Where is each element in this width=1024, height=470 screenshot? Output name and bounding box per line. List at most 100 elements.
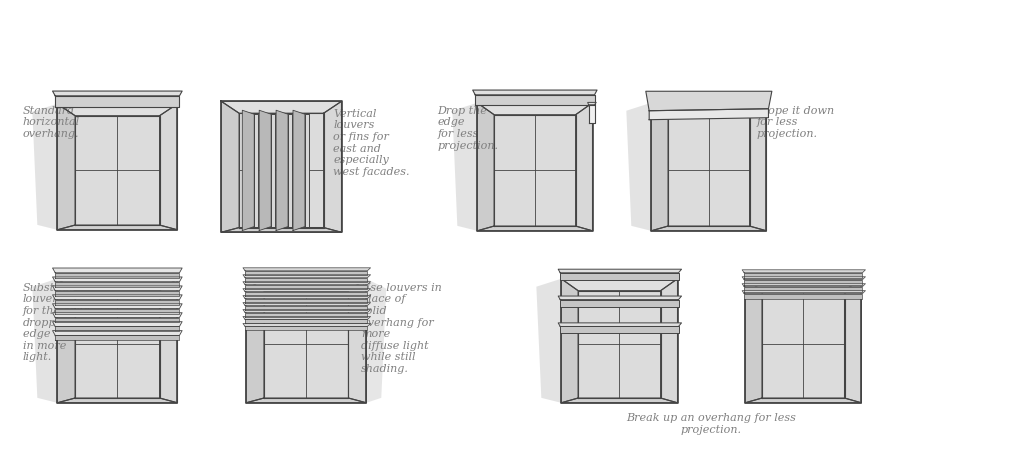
Polygon shape bbox=[649, 109, 768, 120]
Polygon shape bbox=[57, 398, 177, 403]
Polygon shape bbox=[246, 279, 367, 290]
Polygon shape bbox=[560, 327, 679, 333]
Text: Substitute
louvers
for the solid
dropped
edge to let
in more
light.: Substitute louvers for the solid dropped… bbox=[23, 283, 91, 362]
Polygon shape bbox=[259, 110, 271, 230]
Polygon shape bbox=[55, 336, 179, 340]
Polygon shape bbox=[588, 102, 596, 105]
Polygon shape bbox=[243, 289, 371, 292]
Polygon shape bbox=[245, 285, 368, 289]
Polygon shape bbox=[33, 104, 57, 230]
Polygon shape bbox=[742, 290, 865, 294]
Polygon shape bbox=[243, 282, 371, 285]
Polygon shape bbox=[660, 279, 678, 403]
Polygon shape bbox=[55, 318, 179, 322]
Polygon shape bbox=[52, 277, 182, 282]
Polygon shape bbox=[245, 292, 368, 296]
Polygon shape bbox=[276, 110, 288, 230]
Text: Use louvers in
place of
solid
overhang for
more
diffuse light
while still
shadin: Use louvers in place of solid overhang f… bbox=[360, 283, 441, 374]
Polygon shape bbox=[453, 103, 477, 231]
Polygon shape bbox=[160, 279, 177, 403]
Polygon shape bbox=[264, 290, 348, 398]
Polygon shape bbox=[646, 91, 772, 111]
Polygon shape bbox=[245, 320, 368, 323]
Polygon shape bbox=[243, 316, 371, 320]
Polygon shape bbox=[367, 279, 386, 403]
Polygon shape bbox=[561, 279, 579, 403]
Polygon shape bbox=[742, 270, 865, 273]
Polygon shape bbox=[160, 104, 177, 230]
Polygon shape bbox=[745, 398, 861, 403]
Polygon shape bbox=[473, 90, 597, 95]
Polygon shape bbox=[52, 304, 182, 309]
Text: Slope it down
for less
projection.: Slope it down for less projection. bbox=[757, 106, 834, 139]
Polygon shape bbox=[651, 103, 668, 231]
Polygon shape bbox=[495, 115, 575, 226]
Polygon shape bbox=[745, 279, 861, 290]
Polygon shape bbox=[561, 279, 678, 290]
Polygon shape bbox=[221, 227, 342, 232]
Polygon shape bbox=[221, 102, 342, 113]
Polygon shape bbox=[745, 279, 762, 403]
Polygon shape bbox=[57, 225, 177, 230]
Polygon shape bbox=[537, 279, 561, 403]
Polygon shape bbox=[57, 279, 75, 403]
Polygon shape bbox=[52, 330, 182, 336]
Polygon shape bbox=[560, 273, 679, 280]
Polygon shape bbox=[561, 398, 678, 403]
Polygon shape bbox=[271, 114, 275, 227]
Polygon shape bbox=[245, 298, 368, 303]
Polygon shape bbox=[579, 290, 660, 398]
Polygon shape bbox=[348, 279, 367, 403]
Polygon shape bbox=[254, 114, 258, 227]
Polygon shape bbox=[243, 110, 254, 230]
Polygon shape bbox=[293, 110, 305, 230]
Polygon shape bbox=[246, 398, 367, 403]
Polygon shape bbox=[668, 115, 750, 226]
Polygon shape bbox=[651, 103, 767, 115]
Polygon shape bbox=[742, 284, 865, 287]
Polygon shape bbox=[55, 282, 179, 287]
Polygon shape bbox=[558, 269, 682, 273]
Polygon shape bbox=[627, 103, 651, 231]
Text: Vertical
louvers
or fins for
east and
especially
west facades.: Vertical louvers or fins for east and es… bbox=[333, 109, 410, 177]
Polygon shape bbox=[243, 303, 371, 306]
Polygon shape bbox=[324, 102, 342, 232]
Polygon shape bbox=[243, 296, 371, 298]
Polygon shape bbox=[245, 313, 368, 316]
Polygon shape bbox=[575, 103, 593, 231]
Polygon shape bbox=[52, 286, 182, 290]
Polygon shape bbox=[243, 310, 371, 313]
Polygon shape bbox=[52, 321, 182, 327]
Polygon shape bbox=[288, 114, 292, 227]
Polygon shape bbox=[762, 290, 845, 398]
Polygon shape bbox=[52, 295, 182, 299]
Polygon shape bbox=[52, 91, 182, 96]
Polygon shape bbox=[558, 323, 682, 327]
Polygon shape bbox=[55, 96, 179, 107]
Polygon shape bbox=[560, 299, 679, 306]
Polygon shape bbox=[742, 277, 865, 280]
Polygon shape bbox=[845, 279, 861, 403]
Polygon shape bbox=[243, 268, 371, 271]
Polygon shape bbox=[55, 309, 179, 313]
Text: Break up an overhang for less
projection.: Break up an overhang for less projection… bbox=[627, 413, 797, 435]
Polygon shape bbox=[477, 226, 593, 231]
Polygon shape bbox=[57, 104, 75, 230]
Polygon shape bbox=[305, 114, 309, 227]
Polygon shape bbox=[245, 278, 368, 282]
Polygon shape bbox=[243, 323, 371, 327]
Polygon shape bbox=[52, 268, 182, 273]
Polygon shape bbox=[52, 313, 182, 318]
Text: Drop the
edge
for less
projection.: Drop the edge for less projection. bbox=[437, 106, 499, 150]
Polygon shape bbox=[477, 103, 593, 115]
Polygon shape bbox=[750, 103, 767, 231]
Polygon shape bbox=[477, 103, 495, 231]
Polygon shape bbox=[55, 290, 179, 296]
Polygon shape bbox=[651, 226, 767, 231]
Polygon shape bbox=[744, 273, 862, 278]
Polygon shape bbox=[55, 327, 179, 331]
Polygon shape bbox=[55, 273, 179, 278]
Polygon shape bbox=[589, 105, 595, 123]
Polygon shape bbox=[246, 279, 264, 403]
Polygon shape bbox=[75, 290, 160, 398]
